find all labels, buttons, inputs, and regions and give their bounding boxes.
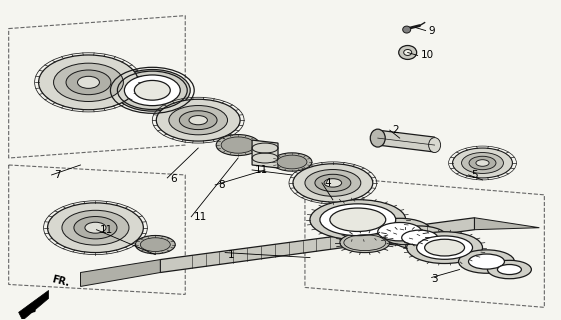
Polygon shape [378,130,435,152]
Ellipse shape [370,129,385,147]
Polygon shape [475,218,539,230]
Text: 1: 1 [228,250,234,260]
Ellipse shape [468,254,504,269]
Text: 11: 11 [255,165,268,175]
Ellipse shape [310,200,406,240]
Ellipse shape [399,45,417,60]
Ellipse shape [189,116,208,125]
Ellipse shape [277,155,307,169]
Ellipse shape [66,70,111,95]
Ellipse shape [407,232,482,263]
Ellipse shape [74,217,117,239]
Text: 8: 8 [218,180,225,190]
Ellipse shape [453,148,512,178]
Text: 5: 5 [472,170,478,180]
Ellipse shape [272,153,312,171]
Ellipse shape [140,238,171,252]
Ellipse shape [488,260,531,279]
Ellipse shape [417,236,472,259]
Ellipse shape [157,99,240,141]
Text: 10: 10 [421,51,434,60]
Polygon shape [160,218,475,273]
Ellipse shape [402,230,438,245]
Ellipse shape [462,153,503,173]
Ellipse shape [169,106,228,135]
Ellipse shape [429,138,440,153]
Ellipse shape [498,265,521,275]
Ellipse shape [221,137,255,153]
Ellipse shape [392,226,448,249]
Polygon shape [252,140,278,168]
Ellipse shape [403,26,411,33]
Ellipse shape [330,208,386,231]
Text: 4: 4 [325,178,332,188]
Ellipse shape [368,218,431,245]
Text: 11: 11 [194,212,208,222]
Ellipse shape [77,76,99,88]
Ellipse shape [458,250,514,273]
Ellipse shape [114,69,190,111]
Ellipse shape [378,222,422,241]
Ellipse shape [340,233,390,252]
Text: 11: 11 [99,225,113,235]
Text: FR.: FR. [50,274,71,288]
Polygon shape [80,260,160,286]
Text: 2: 2 [393,125,399,135]
Ellipse shape [293,164,373,202]
Ellipse shape [315,174,351,191]
Text: 6: 6 [171,174,177,184]
Ellipse shape [125,75,180,106]
Ellipse shape [135,80,171,100]
Ellipse shape [404,50,412,55]
Ellipse shape [48,203,144,252]
Ellipse shape [469,156,496,170]
Polygon shape [19,291,49,320]
Ellipse shape [320,204,396,236]
Ellipse shape [425,239,465,256]
Ellipse shape [180,111,217,130]
Text: 9: 9 [429,26,435,36]
Ellipse shape [216,134,260,156]
Ellipse shape [385,229,425,244]
Ellipse shape [62,210,129,245]
Ellipse shape [135,236,175,254]
Ellipse shape [476,160,489,166]
Text: 7: 7 [54,170,61,180]
Text: 3: 3 [431,275,438,284]
Ellipse shape [53,63,123,101]
Ellipse shape [324,179,342,187]
Ellipse shape [39,55,139,110]
Ellipse shape [85,222,106,233]
Ellipse shape [305,170,361,196]
